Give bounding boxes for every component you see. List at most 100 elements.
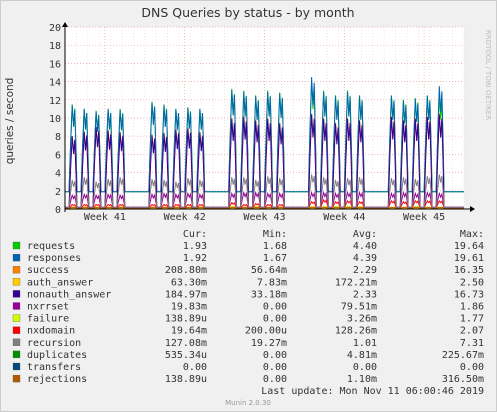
legend-avg-duplicates: 4.81m bbox=[347, 350, 377, 361]
legend-swatch-requests bbox=[12, 241, 21, 250]
legend-avg-nxdomain: 128.26m bbox=[335, 326, 377, 337]
legend-min-transfers: 0.00 bbox=[263, 362, 287, 373]
y-tick-label: 2 bbox=[55, 187, 61, 198]
y-tick-label: 12 bbox=[49, 96, 61, 107]
legend-avg-responses: 4.39 bbox=[353, 253, 377, 264]
legend-min-failure: 0.00 bbox=[263, 314, 287, 325]
legend-cur-duplicates: 535.34u bbox=[165, 350, 207, 361]
legend-cur-nxdomain: 19.64m bbox=[171, 326, 207, 337]
y-tick-label: 20 bbox=[49, 23, 61, 34]
legend-max-recursion: 7.31 bbox=[460, 338, 484, 349]
legend-header-cur: Cur: bbox=[183, 229, 207, 240]
legend-swatch-success bbox=[12, 266, 21, 274]
legend-avg-auth_answer: 172.21m bbox=[335, 277, 377, 288]
legend-name-auth_answer: auth_answer bbox=[27, 277, 93, 288]
legend-max-rejections: 316.50m bbox=[442, 374, 484, 385]
y-axis-arrow bbox=[62, 22, 68, 27]
legend-cur-nonauth_answer: 184.97m bbox=[165, 289, 207, 300]
legend-name-transfers: transfers bbox=[27, 362, 81, 373]
legend-header-min: Min: bbox=[263, 229, 287, 240]
legend-cur-responses: 1.92 bbox=[183, 253, 207, 264]
legend-name-nonauth_answer: nonauth_answer bbox=[27, 289, 111, 300]
legend-avg-nxrrset: 79.51m bbox=[341, 302, 377, 313]
legend-max-duplicates: 225.67m bbox=[442, 350, 484, 361]
legend-header-avg: Avg: bbox=[353, 229, 377, 240]
legend-avg-success: 2.29 bbox=[353, 265, 377, 276]
legend-cur-success: 208.80m bbox=[165, 265, 207, 276]
y-tick-label: 4 bbox=[55, 169, 61, 180]
legend-min-duplicates: 0.00 bbox=[263, 350, 287, 361]
axes bbox=[62, 22, 475, 212]
legend-cur-auth_answer: 63.30m bbox=[171, 277, 207, 288]
legend-max-transfers: 0.00 bbox=[460, 362, 484, 373]
legend-min-auth_answer: 7.83m bbox=[257, 277, 287, 288]
x-tick-label: Week 45 bbox=[403, 212, 445, 223]
legend-avg-nonauth_answer: 2.33 bbox=[353, 289, 377, 300]
legend-cur-requests: 1.93 bbox=[183, 241, 207, 252]
legend-cur-recursion: 127.08m bbox=[165, 338, 207, 349]
legend-max-failure: 1.77 bbox=[460, 314, 484, 325]
legend-name-nxrrset: nxrrset bbox=[27, 302, 69, 313]
legend-name-nxdomain: nxdomain bbox=[27, 326, 75, 337]
legend-swatch-recursion bbox=[12, 338, 21, 346]
legend-swatch-responses bbox=[12, 253, 21, 262]
legend-avg-transfers: 0.00 bbox=[353, 362, 377, 373]
y-axis-label: queries / second bbox=[4, 78, 16, 165]
y-tick-label: 8 bbox=[55, 132, 61, 143]
legend-header-max: Max: bbox=[460, 229, 484, 240]
x-tick-label: Week 43 bbox=[243, 212, 285, 223]
legend-name-duplicates: duplicates bbox=[27, 350, 87, 361]
legend-max-responses: 19.61 bbox=[454, 253, 484, 264]
legend-swatch-nxdomain bbox=[12, 326, 21, 334]
y-tick-label: 0 bbox=[55, 205, 61, 216]
last-update: Last update: Mon Nov 11 06:00:46 2019 bbox=[261, 386, 484, 397]
legend-cur-nxrrset: 19.83m bbox=[171, 302, 207, 313]
legend-max-nxdomain: 2.07 bbox=[460, 326, 484, 337]
legend-swatch-nonauth_answer bbox=[12, 290, 21, 298]
legend-name-success: success bbox=[27, 265, 69, 276]
legend-avg-requests: 4.40 bbox=[353, 241, 377, 252]
chart-title: DNS Queries by status - by month bbox=[141, 5, 354, 20]
y-tick-label: 6 bbox=[55, 150, 61, 161]
legend-cur-rejections: 138.89u bbox=[165, 374, 207, 385]
y-tick-label: 18 bbox=[49, 41, 61, 52]
x-tick-label: Week 42 bbox=[164, 212, 206, 223]
legend-avg-recursion: 1.01 bbox=[353, 338, 377, 349]
rrdtool-credit: RRDTOOL / TOBI OETIKER bbox=[484, 30, 492, 120]
x-axis-arrow bbox=[470, 206, 475, 212]
legend-min-recursion: 19.27m bbox=[251, 338, 287, 349]
legend-name-recursion: recursion bbox=[27, 338, 81, 349]
legend-swatch-rejections bbox=[12, 374, 21, 383]
x-tick-label: Week 44 bbox=[323, 212, 365, 223]
legend-cur-transfers: 0.00 bbox=[183, 362, 207, 373]
legend-min-success: 56.64m bbox=[251, 265, 287, 276]
legend-name-requests: requests bbox=[27, 241, 75, 252]
series-line-recursion bbox=[65, 174, 464, 208]
x-tick-label: Week 41 bbox=[84, 212, 126, 223]
series-line-nonauth_answer bbox=[65, 114, 464, 208]
y-tick-label: 16 bbox=[49, 59, 61, 70]
legend-min-nxrrset: 0.00 bbox=[263, 302, 287, 313]
legend-swatch-duplicates bbox=[12, 350, 21, 359]
legend-min-nxdomain: 200.00u bbox=[245, 326, 287, 337]
legend-max-nonauth_answer: 16.73 bbox=[454, 289, 484, 300]
series-line-rejections bbox=[65, 206, 464, 209]
y-tick-label: 14 bbox=[49, 78, 61, 89]
y-tick-label: 10 bbox=[49, 114, 61, 125]
legend-swatch-nxrrset bbox=[12, 302, 21, 310]
legend-name-responses: responses bbox=[27, 253, 81, 264]
legend-min-rejections: 0.00 bbox=[263, 374, 287, 385]
legend-max-nxrrset: 1.86 bbox=[460, 302, 484, 313]
legend-swatch-auth_answer bbox=[12, 278, 21, 286]
legend: Cur: Min: Avg: Max: requests 1.93 1.68 4.40… bbox=[12, 229, 484, 385]
legend-max-auth_answer: 2.50 bbox=[460, 277, 484, 288]
munin-version: Munin 2.0.30 bbox=[225, 399, 271, 407]
legend-min-requests: 1.68 bbox=[263, 241, 287, 252]
legend-swatch-transfers bbox=[12, 362, 21, 371]
legend-max-requests: 19.64 bbox=[454, 241, 484, 252]
legend-cur-failure: 138.89u bbox=[165, 314, 207, 325]
legend-min-responses: 1.67 bbox=[263, 253, 287, 264]
legend-max-success: 16.35 bbox=[454, 265, 484, 276]
y-tick-labels: 0 2 4 6 8 10 12 14 16 18 20 bbox=[49, 23, 61, 216]
